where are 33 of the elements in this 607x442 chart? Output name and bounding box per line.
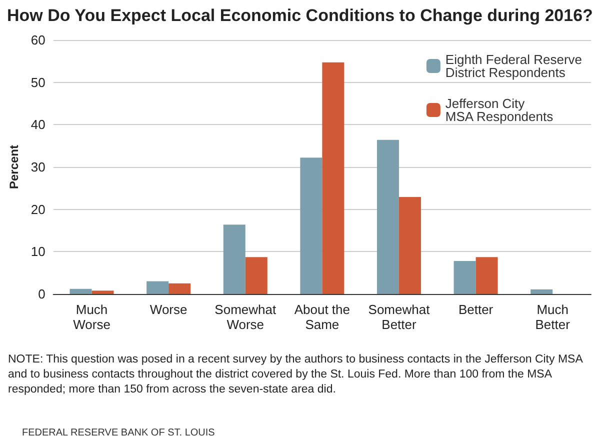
y-tick-label: 50 [30,74,46,90]
y-tick-label: 10 [30,244,46,260]
bar [376,140,399,294]
y-tick-label: 30 [30,160,46,174]
y-tick-label: 20 [30,202,46,217]
chart-title: How Do You Expect Local Economic Conditions to Change during 2016? [7,6,593,25]
bar [398,197,421,294]
y-axis-title: Percent [7,144,21,190]
bar [476,257,498,294]
legend-label: Eighth Federal Reserve District Respondents [445,52,582,80]
x-tick-label: Somewhat Better [368,302,430,332]
bar [530,289,553,294]
bar [146,281,169,294]
bar [70,288,92,294]
text: NOTE: This question was posed in a recent survey by the authors to business contacts in the Jefferson City MSA and to business contacts throughout the district covered by the St. Louis Fed. More than 100 from the MSA responded; more than 150 from across the seven-state area did. [8,354,586,396]
x-tick-label: Somewhat Worse [214,302,276,332]
y-tick-label: 40 [30,117,46,132]
y-tick-label: 60 [30,32,46,48]
bar [300,158,322,294]
bar [92,290,114,294]
bar [245,257,268,294]
x-tick-label: About the Same [294,302,350,332]
x-tick-label: Better [458,302,494,317]
bar [223,224,246,294]
x-tick-label: Worse [150,302,188,317]
legend-label: Jefferson City MSA Respondents [445,96,554,124]
bar [454,260,476,294]
bar [168,283,191,294]
y-tick-label: 0 [38,286,46,302]
x-tick-label: Much Better [535,302,571,332]
x-tick-label: Much Worse [73,302,110,332]
text: FEDERAL RESERVE BANK OF ST. LOUIS [22,428,216,438]
bar [322,62,344,294]
